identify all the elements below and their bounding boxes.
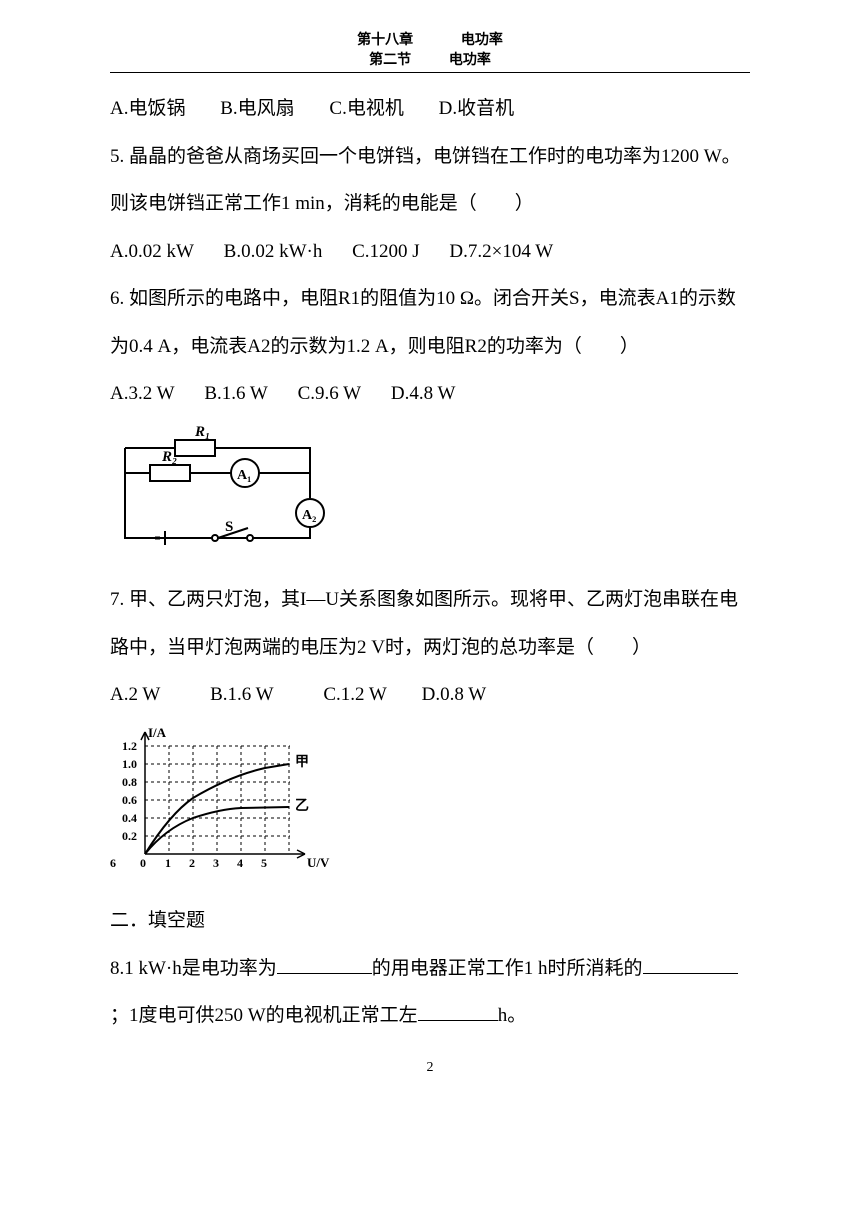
q5-option-b: B.0.02 kW·h [224, 228, 323, 276]
q4-options: A.电饭锅 B.电风扇 C.电视机 D.收音机 [110, 85, 750, 133]
graph-xtick-4: 4 [237, 856, 243, 870]
q7-option-d: D.0.8 W [422, 671, 487, 719]
q8-part1: 8.1 kW·h是电功率为 [110, 958, 277, 979]
q7-option-a: A.2 W [110, 671, 160, 719]
header-divider [110, 72, 750, 73]
q6-text: 6. 如图所示的电路中，电阻R1的阻值为10 Ω。闭合开关S，电流表A1的示数为… [110, 275, 750, 370]
q8-text: 8.1 kW·h是电功率为 的用电器正常工作1 h时所消耗的 ；1度电可供250 W… [110, 945, 750, 1040]
q6-options: A.3.2 W B.1.6 W C.9.6 W D.4.8 W [110, 370, 750, 418]
circuit-a1-label: A₁ [237, 468, 251, 483]
q6-option-b: B.1.6 W [204, 370, 268, 418]
q4-option-d: D.收音机 [439, 85, 514, 133]
q8-part4: h。 [498, 1005, 527, 1026]
page-number: 2 [110, 1060, 750, 1076]
q8-blank2 [643, 955, 738, 974]
circuit-r2-label: R₂ [161, 449, 177, 465]
q4-option-a: A.电饭锅 [110, 85, 185, 133]
chapter-label: 第十八章 [357, 31, 413, 47]
q6-option-d: D.4.8 W [391, 370, 456, 418]
q7-text: 7. 甲、乙两只灯泡，其I—U关系图象如图所示。现将甲、乙两灯泡串联在电路中，当… [110, 576, 750, 671]
graph-xtick-2: 2 [189, 856, 195, 870]
circuit-s-label: S [225, 519, 233, 535]
graph-line2-label: 乙 [295, 798, 309, 814]
graph-xtick-1: 1 [165, 856, 171, 870]
section2-title: 二．填空题 [110, 897, 750, 945]
q4-option-b: B.电风扇 [220, 85, 294, 133]
graph-ytick-3: 0.6 [122, 793, 137, 807]
q6-option-c: C.9.6 W [298, 370, 362, 418]
graph-ytick-0: 1.2 [122, 739, 137, 753]
q5-text: 5. 晶晶的爸爸从商场买回一个电饼铛，电饼铛在工作时的电功率为1200 W。则该… [110, 133, 750, 228]
q8-blank3 [418, 1002, 498, 1021]
graph-ytick-1: 1.0 [122, 757, 137, 771]
q6-option-a: A.3.2 W [110, 370, 175, 418]
circuit-r1-label: R₁ [194, 424, 210, 440]
q5-options: A.0.02 kW B.0.02 kW·h C.1200 J D.7.2×104… [110, 228, 750, 276]
circuit-a2-label: A₂ [302, 508, 316, 523]
q5-option-c: C.1200 J [352, 228, 420, 276]
graph-xtick-5: 5 [261, 856, 267, 870]
graph-ytick-2: 0.8 [122, 775, 137, 789]
circuit-diagram: R₁ R₂ A₁ A₂ S [110, 423, 340, 553]
graph-line1-label: 甲 [295, 754, 309, 770]
q8-blank1 [277, 955, 372, 974]
iv-graph: I/A U/V 1.2 1.0 0.8 0.6 0.4 0.2 0 1 2 3 … [110, 724, 330, 874]
topic1-label: 电功率 [461, 31, 503, 47]
graph-xlabel: U/V [307, 855, 330, 870]
main-content: A.电饭锅 B.电风扇 C.电视机 D.收音机 5. 晶晶的爸爸从商场买回一个电… [110, 85, 750, 1040]
q7-options: A.2 W B.1.6 W C.1.2 W D.0.8 W [110, 671, 750, 719]
q7-option-b: B.1.6 W [210, 671, 274, 719]
graph-xtick-0: 0 [140, 856, 146, 870]
graph-xtick-6: 6 [110, 856, 116, 870]
graph-ylabel: I/A [148, 725, 167, 740]
section-label: 第二节 [369, 51, 411, 67]
q4-option-c: C.电视机 [329, 85, 403, 133]
q7-option-c: C.1.2 W [323, 671, 387, 719]
graph-xtick-3: 3 [213, 856, 219, 870]
graph-ytick-4: 0.4 [122, 811, 137, 825]
q8-part3: ；1度电可供250 W的电视机正常工左 [110, 1005, 418, 1026]
q8-part2: 的用电器正常工作1 h时所消耗的 [372, 958, 643, 979]
page-header: 第十八章 电功率 第二节 电功率 [110, 30, 750, 69]
q5-option-a: A.0.02 kW [110, 228, 194, 276]
topic2-label: 电功率 [449, 51, 491, 67]
q5-option-d: D.7.2×104 W [449, 228, 553, 276]
graph-ytick-5: 0.2 [122, 829, 137, 843]
